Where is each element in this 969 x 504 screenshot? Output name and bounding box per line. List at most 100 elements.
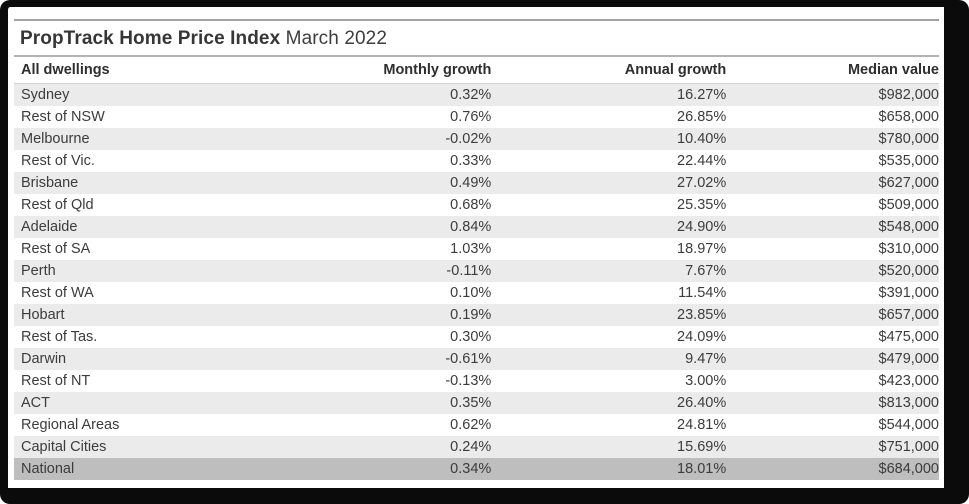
median-value-cell: $658,000: [878, 109, 939, 125]
annual-growth-cell: 24.81%: [677, 417, 727, 433]
annual-growth-cell: 3.00%: [685, 373, 727, 389]
table-row: Rest of NSW 0.76% 26.85% $658,000: [14, 106, 939, 128]
median-value-cell: $548,000: [878, 219, 939, 235]
table-header-row: All dwellings Monthly growth Annual grow…: [14, 57, 939, 84]
median-value-cell: $751,000: [878, 439, 939, 455]
monthly-growth-cell: 0.76%: [450, 109, 492, 125]
annual-growth-cell: 23.85%: [677, 307, 727, 323]
table-row: Perth -0.11% 7.67% $520,000: [14, 260, 939, 282]
table-row: Rest of NT -0.13% 3.00% $423,000: [14, 370, 939, 392]
region-cell: Melbourne: [21, 131, 90, 147]
annual-growth-cell: 7.67%: [685, 263, 727, 279]
region-cell: Brisbane: [21, 175, 79, 191]
column-header-monthly-growth: Monthly growth: [365, 57, 492, 84]
median-value-cell: $310,000: [878, 241, 939, 257]
median-value-cell: $627,000: [878, 175, 939, 191]
report-content: PropTrack Home Price Index March 2022 Al…: [14, 19, 939, 480]
median-value-cell: $657,000: [878, 307, 939, 323]
annual-growth-cell: 15.69%: [677, 439, 727, 455]
region-cell: Rest of Tas.: [21, 329, 98, 345]
table-row: Rest of Qld 0.68% 25.35% $509,000: [14, 194, 939, 216]
monthly-growth-cell: 0.32%: [450, 87, 492, 103]
price-index-table: All dwellings Monthly growth Annual grow…: [14, 57, 939, 480]
annual-growth-cell: 18.01%: [677, 461, 727, 477]
monthly-growth-cell: 0.84%: [450, 219, 492, 235]
column-header-annual-growth: Annual growth: [491, 57, 727, 84]
table-row: Sydney 0.32% 16.27% $982,000: [14, 83, 939, 106]
monthly-growth-cell: 0.24%: [450, 439, 492, 455]
annual-growth-cell: 26.40%: [677, 395, 727, 411]
monthly-growth-cell: 0.68%: [450, 197, 492, 213]
median-value-cell: $520,000: [878, 263, 939, 279]
median-value-cell: $982,000: [878, 87, 939, 103]
table-row: Regional Areas 0.62% 24.81% $544,000: [14, 414, 939, 436]
table-row: Rest of Vic. 0.33% 22.44% $535,000: [14, 150, 939, 172]
median-value-cell: $391,000: [878, 285, 939, 301]
region-cell: Hobart: [21, 307, 65, 323]
region-cell: Darwin: [21, 351, 67, 367]
median-value-cell: $684,000: [878, 461, 939, 477]
monthly-growth-cell: 0.10%: [450, 285, 492, 301]
annual-growth-cell: 11.54%: [678, 285, 727, 301]
region-cell: Adelaide: [21, 219, 78, 235]
table-row: Capital Cities 0.24% 15.69% $751,000: [14, 436, 939, 458]
table-row: Darwin -0.61% 9.47% $479,000: [14, 348, 939, 370]
monthly-growth-cell: -0.13%: [445, 373, 492, 389]
region-cell: Rest of WA: [21, 285, 94, 301]
title-main: PropTrack Home Price Index: [20, 28, 281, 49]
annual-growth-cell: 24.90%: [677, 219, 727, 235]
table-row: National 0.34% 18.01% $684,000: [14, 458, 939, 480]
table-row: Rest of SA 1.03% 18.97% $310,000: [14, 238, 939, 260]
region-cell: Rest of NSW: [21, 109, 105, 125]
monthly-growth-cell: 0.62%: [450, 417, 492, 433]
annual-growth-cell: 16.27%: [677, 87, 727, 103]
region-cell: Capital Cities: [21, 439, 107, 455]
annual-growth-cell: 24.09%: [677, 329, 727, 345]
monthly-growth-cell: 0.49%: [450, 175, 492, 191]
column-header-median-value: Median value: [726, 57, 939, 84]
region-cell: Regional Areas: [21, 417, 120, 433]
page-title: PropTrack Home Price Index March 2022: [14, 21, 939, 55]
monthly-growth-cell: 0.35%: [450, 395, 492, 411]
region-cell: Rest of SA: [21, 241, 91, 257]
region-cell: Perth: [21, 263, 56, 279]
region-cell: Sydney: [21, 87, 70, 103]
monthly-growth-cell: -0.11%: [446, 263, 492, 279]
column-header-all-dwellings: All dwellings: [14, 57, 366, 84]
annual-growth-cell: 27.02%: [677, 175, 727, 191]
annual-growth-cell: 26.85%: [677, 109, 727, 125]
region-cell: Rest of Vic.: [21, 153, 95, 169]
median-value-cell: $479,000: [878, 351, 939, 367]
region-cell: National: [21, 461, 75, 477]
table-row: Rest of Tas. 0.30% 24.09% $475,000: [14, 326, 939, 348]
region-cell: Rest of NT: [21, 373, 91, 389]
table-row: Melbourne -0.02% 10.40% $780,000: [14, 128, 939, 150]
table-row: Hobart 0.19% 23.85% $657,000: [14, 304, 939, 326]
median-value-cell: $544,000: [878, 417, 939, 433]
monthly-growth-cell: 0.34%: [450, 461, 492, 477]
monthly-growth-cell: 0.30%: [450, 329, 492, 345]
median-value-cell: $509,000: [878, 197, 939, 213]
title-period: March 2022: [285, 28, 387, 49]
annual-growth-cell: 22.44%: [677, 153, 727, 169]
annual-growth-cell: 25.35%: [677, 197, 727, 213]
median-value-cell: $423,000: [878, 373, 939, 389]
region-cell: Rest of Qld: [21, 197, 94, 213]
table-body: Sydney 0.32% 16.27% $982,000 Rest of NSW 0.76…: [14, 83, 939, 480]
median-value-cell: $780,000: [878, 131, 939, 147]
median-value-cell: $813,000: [878, 395, 939, 411]
table-row: Brisbane 0.49% 27.02% $627,000: [14, 172, 939, 194]
table-row: ACT 0.35% 26.40% $813,000: [14, 392, 939, 414]
table-row: Rest of WA 0.10% 11.54% $391,000: [14, 282, 939, 304]
region-cell: ACT: [21, 395, 50, 411]
annual-growth-cell: 9.47%: [685, 351, 727, 367]
monthly-growth-cell: -0.61%: [445, 351, 492, 367]
annual-growth-cell: 18.97%: [677, 241, 727, 257]
median-value-cell: $535,000: [878, 153, 939, 169]
median-value-cell: $475,000: [878, 329, 939, 345]
top-divider: [14, 19, 939, 21]
monthly-growth-cell: 0.19%: [450, 307, 492, 323]
table-row: Adelaide 0.84% 24.90% $548,000: [14, 216, 939, 238]
